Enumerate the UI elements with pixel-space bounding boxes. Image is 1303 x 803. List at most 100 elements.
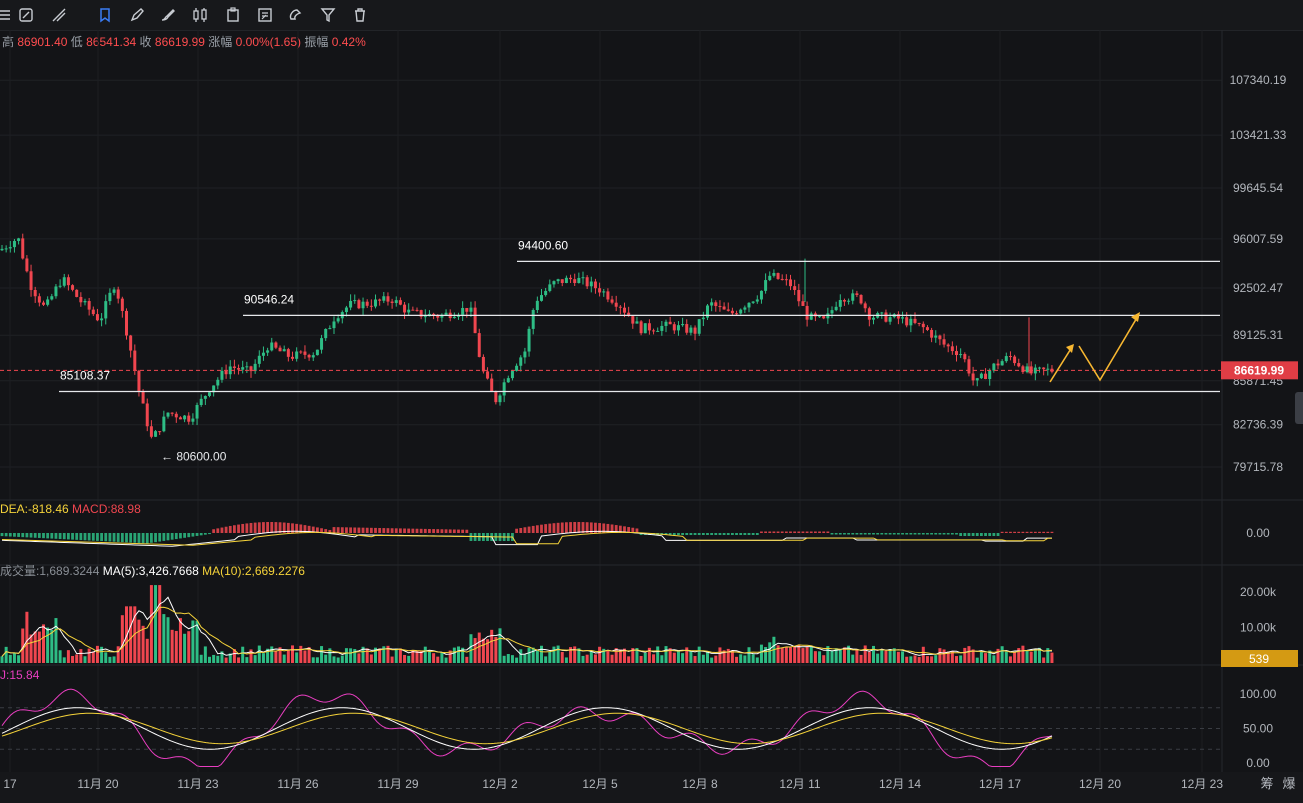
candle [452, 316, 456, 319]
candle [361, 301, 365, 309]
candle [855, 293, 859, 295]
candle [971, 373, 975, 381]
volume-bar [681, 653, 685, 663]
liquidation-button[interactable]: 爆 [1282, 776, 1295, 791]
marker-icon[interactable] [95, 5, 115, 25]
macd-bar [963, 533, 967, 536]
magnet-icon[interactable] [286, 5, 306, 25]
macd-bar [855, 533, 859, 535]
fib-icon[interactable] [0, 5, 14, 25]
volume-bar [888, 649, 892, 663]
volume-bar [369, 654, 373, 663]
macd-bar [428, 528, 431, 533]
macd-bar [984, 533, 987, 536]
volume-bar [714, 655, 718, 663]
volume-bar [743, 655, 747, 663]
kdj-tick-label: 100.00 [1240, 687, 1277, 701]
macd-bar [905, 533, 909, 535]
volume-bar [934, 655, 938, 663]
candle [967, 359, 971, 374]
macd-bar [996, 533, 1000, 536]
candle [768, 275, 772, 281]
macd-bar [158, 533, 162, 542]
volume-bar [494, 636, 498, 663]
volume-bar [569, 647, 573, 663]
chip-button[interactable]: 筹 [1260, 776, 1273, 791]
macd-bar [432, 529, 435, 533]
candle [710, 302, 714, 306]
trash-icon[interactable] [350, 5, 370, 25]
volume-bar [307, 647, 311, 663]
macd-bar [544, 524, 548, 533]
macd-bar [67, 533, 70, 540]
macd-bar [108, 533, 112, 542]
candle [307, 354, 311, 358]
volume-bar [668, 648, 672, 663]
note-icon[interactable] [255, 5, 275, 25]
volume-bar [627, 656, 631, 663]
cycle-icon[interactable] [16, 5, 36, 25]
candle [374, 299, 377, 307]
macd-bar [594, 522, 597, 533]
macd-bar [1009, 531, 1012, 533]
macd-bar [141, 533, 145, 544]
candle [606, 291, 610, 300]
volume-bar [614, 648, 618, 663]
candle [614, 302, 618, 307]
volume-bar [710, 657, 714, 663]
candle [133, 350, 137, 371]
candle [1008, 356, 1012, 358]
volume-bar [776, 645, 780, 663]
macd-bar [307, 525, 311, 533]
volume-bar [100, 646, 104, 663]
volume-bar [544, 656, 548, 663]
volume-bar [892, 648, 896, 663]
volume-bar [901, 651, 905, 663]
volume-bar [540, 645, 543, 663]
macd-bar [818, 531, 821, 533]
candle [365, 301, 369, 306]
volume-bar [930, 656, 934, 663]
macd-bar [772, 531, 776, 533]
volume-bar [178, 618, 182, 663]
side-panel-toggle[interactable] [1295, 392, 1303, 424]
volume-bar [116, 646, 120, 663]
volume-bar [1008, 656, 1012, 663]
volume-bar [963, 647, 967, 663]
candle [125, 310, 128, 336]
macd-bar [37, 533, 41, 538]
ruler-pen-icon[interactable] [49, 5, 69, 25]
volume-bar [50, 629, 54, 663]
candle [158, 431, 162, 433]
candle [851, 293, 855, 301]
filter-icon[interactable] [318, 5, 338, 25]
brush-icon[interactable] [158, 5, 178, 25]
volume-bar [33, 631, 37, 663]
volume-bar [801, 648, 805, 663]
clipboard-icon[interactable] [223, 5, 243, 25]
candle [295, 351, 299, 359]
price-tick-label: 92502.47 [1233, 281, 1283, 295]
volume-bar [336, 657, 340, 663]
volume-ma5-line [1, 596, 1052, 657]
macd-bar [4, 533, 8, 537]
macd-bar [58, 533, 62, 540]
macd-bar [569, 522, 572, 533]
candles-icon[interactable] [191, 5, 211, 25]
candle [282, 349, 286, 352]
candle [116, 289, 120, 299]
candle [780, 278, 784, 280]
pencil-icon[interactable] [127, 5, 147, 25]
volume-bar [996, 648, 1000, 663]
candle [270, 342, 274, 351]
volume-ma10-line [1, 606, 1052, 657]
candle [332, 321, 336, 329]
volume-bar [162, 614, 166, 663]
date-label: 12月 23 [1181, 777, 1223, 791]
macd-bar [805, 531, 809, 533]
macd-bar [668, 533, 672, 535]
macd-bar [21, 533, 25, 538]
volume-bar [120, 615, 124, 663]
candle [797, 290, 801, 302]
